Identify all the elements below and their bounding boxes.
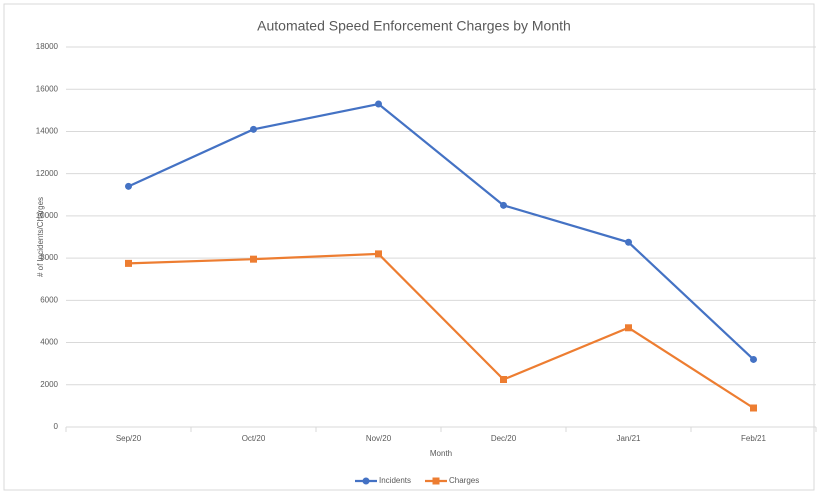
legend-label: Incidents (379, 476, 411, 485)
legend-label: Charges (449, 476, 479, 485)
y-tick-label: 8000 (40, 253, 58, 262)
marker (750, 404, 757, 412)
legend-marker (432, 477, 440, 485)
x-tick-label: Oct/20 (242, 434, 266, 443)
series-line (128, 102, 755, 361)
y-tick-label: 6000 (40, 295, 58, 304)
marker (500, 376, 507, 383)
series-line (128, 252, 755, 409)
y-tick-label: 4000 (40, 338, 58, 347)
marker (250, 125, 257, 133)
marker (500, 201, 507, 209)
marker (250, 255, 257, 263)
legend-marker (362, 477, 370, 485)
y-tick-label: 16000 (36, 84, 59, 93)
y-tick-label: 12000 (36, 169, 59, 178)
marker (125, 259, 132, 267)
y-tick-label: 2000 (40, 380, 58, 389)
marker (625, 238, 632, 246)
marker (625, 324, 632, 332)
y-tick-label: 18000 (36, 42, 59, 51)
x-axis-label: Month (430, 449, 452, 458)
x-tick-label: Sep/20 (116, 434, 142, 443)
chart-title: Automated Speed Enforcement Charges by M… (257, 18, 571, 34)
x-tick-label: Nov/20 (366, 434, 392, 443)
y-tick-label: 14000 (36, 127, 59, 136)
y-tick-label: 10000 (36, 211, 59, 220)
x-tick-label: Feb/21 (741, 434, 766, 443)
marker (125, 182, 132, 190)
chart-frame (3, 3, 815, 491)
marker (375, 100, 382, 108)
marker (750, 355, 757, 363)
marker (375, 250, 382, 258)
x-tick-label: Dec/20 (491, 434, 517, 443)
y-axis-label: # of Incidents/Charges (36, 197, 45, 277)
x-tick-label: Jan/21 (616, 434, 641, 443)
y-tick-label: 0 (54, 422, 59, 431)
